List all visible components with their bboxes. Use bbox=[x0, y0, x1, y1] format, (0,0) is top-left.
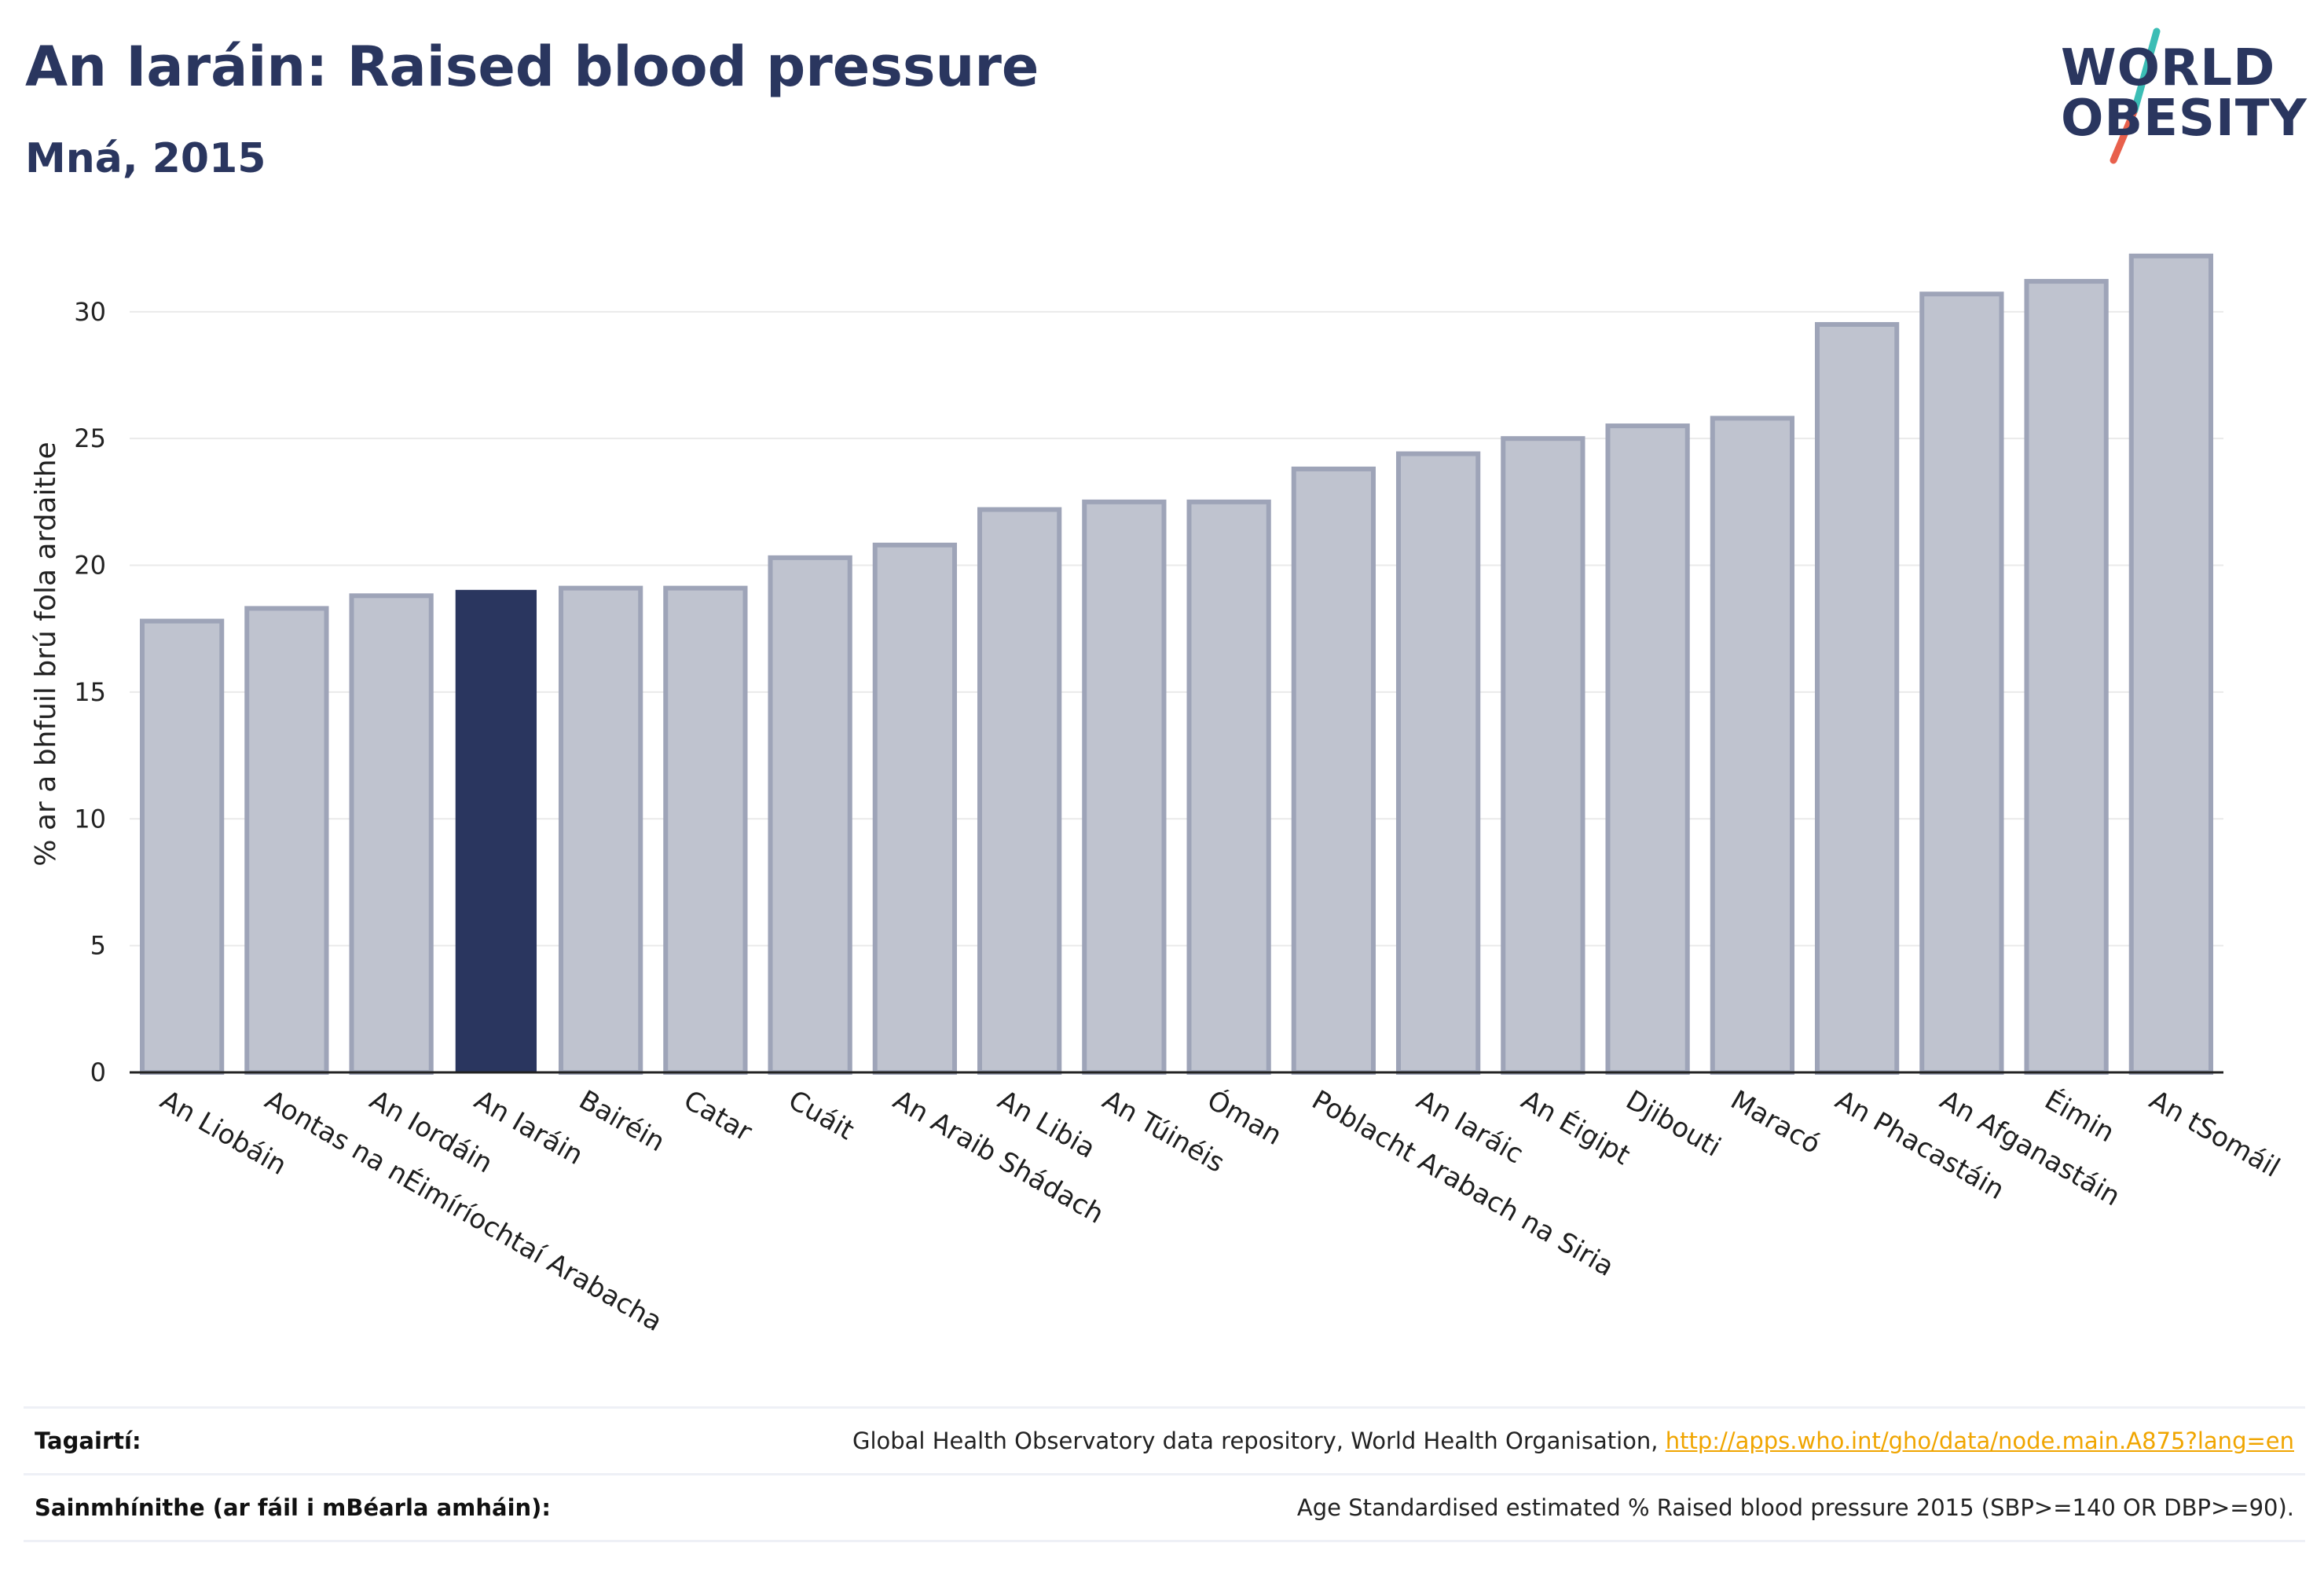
bar bbox=[1186, 499, 1271, 1075]
x-tick-label: Maracó bbox=[1725, 1084, 1826, 1160]
bar bbox=[349, 593, 434, 1075]
definitions-label: Sainmhínithe (ar fáil i mBéarla amháin): bbox=[35, 1494, 552, 1521]
x-tick-label: Cuáit bbox=[783, 1084, 860, 1146]
bar bbox=[2024, 279, 2109, 1076]
sources-text: Global Health Observatory data repositor… bbox=[852, 1428, 1666, 1454]
world-obesity-logo: WORLD OBESITY bbox=[2047, 25, 2314, 167]
bar bbox=[1605, 423, 1690, 1075]
x-tick-label: An Afganastáin bbox=[1934, 1084, 2125, 1212]
y-tick-label: 0 bbox=[90, 1057, 106, 1087]
references-table: Tagairtí: Global Health Observatory data… bbox=[24, 1406, 2305, 1542]
page-title: An Iaráin: Raised blood pressure bbox=[25, 35, 1039, 99]
bar bbox=[139, 618, 225, 1075]
sources-value: Global Health Observatory data repositor… bbox=[852, 1428, 2305, 1454]
y-tick-label: 25 bbox=[74, 423, 106, 453]
definitions-row: Sainmhínithe (ar fáil i mBéarla amháin):… bbox=[24, 1473, 2305, 1542]
definitions-value: Age Standardised estimated % Raised bloo… bbox=[1296, 1494, 2294, 1521]
bar bbox=[1395, 451, 1481, 1075]
bar bbox=[244, 606, 329, 1075]
page-subtitle: Mná, 2015 bbox=[25, 135, 266, 182]
x-tick-label: Djibouti bbox=[1621, 1084, 1726, 1164]
y-tick-label: 30 bbox=[74, 297, 106, 327]
logo-text-obesity: OBESITY bbox=[2061, 90, 2308, 148]
bar bbox=[1082, 499, 1167, 1075]
sources-row: Tagairtí: Global Health Observatory data… bbox=[24, 1406, 2305, 1473]
x-tick-label: Catar bbox=[678, 1084, 757, 1148]
bar bbox=[1291, 466, 1376, 1075]
x-tick-label: An Éigipt bbox=[1516, 1083, 1636, 1171]
bar bbox=[2128, 253, 2214, 1075]
bar bbox=[1710, 416, 1795, 1075]
bar bbox=[872, 542, 958, 1075]
sources-label: Tagairtí: bbox=[35, 1428, 141, 1454]
bar-highlighted bbox=[455, 589, 537, 1073]
x-tick-label: Bairéin bbox=[574, 1084, 670, 1158]
sources-link[interactable]: http://apps.who.int/gho/data/node.main.A… bbox=[1665, 1428, 2294, 1454]
x-tick-label: Éimin bbox=[2040, 1083, 2121, 1149]
bar bbox=[558, 585, 643, 1075]
bar bbox=[1814, 321, 1900, 1076]
bar bbox=[663, 585, 748, 1075]
x-tick-label: An tSomáil bbox=[2144, 1084, 2286, 1184]
logo-slash-icon bbox=[2110, 27, 2161, 164]
y-tick-label: 10 bbox=[74, 804, 106, 834]
y-tick-label: 20 bbox=[74, 551, 106, 581]
bar bbox=[977, 507, 1062, 1075]
x-tick-label: Óman bbox=[1202, 1083, 1288, 1152]
bar-chart: 0 5 10 15 20 25 30 % ar a bhfuil brú fola ardai… bbox=[30, 253, 2286, 1338]
logo-text-world: WORLD bbox=[2061, 39, 2276, 97]
bar bbox=[1501, 436, 1585, 1075]
bar bbox=[1919, 291, 2004, 1075]
bar bbox=[768, 555, 852, 1075]
y-axis-label: % ar a bhfuil brú fola ardaithe bbox=[30, 442, 62, 866]
y-tick-label: 15 bbox=[74, 677, 106, 707]
y-tick-label: 5 bbox=[90, 931, 106, 961]
